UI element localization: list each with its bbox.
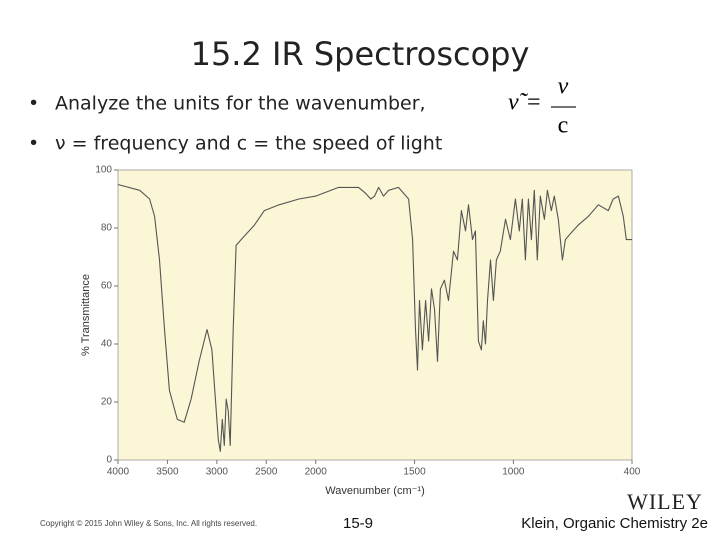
- formula-denominator: c: [558, 113, 569, 139]
- y-tick-label: 60: [101, 281, 113, 292]
- x-tick-label: 4000: [107, 467, 130, 478]
- bullet: ν = frequency and c = the speed of light: [55, 133, 442, 155]
- bullet-icon: •: [28, 93, 39, 115]
- x-tick-label: 2500: [255, 467, 278, 478]
- formula-lhs: ν̃: [508, 90, 529, 116]
- book-credit: Klein, Organic Chemistry 2e: [521, 515, 708, 532]
- plot-background: [117, 169, 633, 461]
- copyright: Copyright © 2015 John Wiley & Sons, Inc.…: [40, 519, 257, 528]
- formula-numerator: ν: [558, 74, 569, 100]
- x-tick-label: 3000: [206, 467, 229, 478]
- x-tick-label: 2000: [305, 467, 328, 478]
- y-tick-label: 80: [101, 223, 113, 234]
- formula-eq: =: [527, 90, 541, 116]
- x-tick-label: 3500: [156, 467, 179, 478]
- y-tick-label: 40: [101, 339, 113, 350]
- chart: 0 20 40 60 80 100 4000 3500 3000 2500 2000 1500 1000…: [80, 165, 641, 497]
- spectrum-line: [117, 183, 632, 452]
- y-tick-label: 0: [106, 455, 112, 466]
- bullet: Analyze the units for the wavenumber,: [55, 93, 426, 115]
- slide-title: 15.2 IR Spectroscopy: [191, 35, 530, 73]
- x-tick-label: 400: [624, 467, 641, 478]
- bullet-icon: •: [28, 133, 39, 155]
- logo: WILEY: [627, 489, 703, 514]
- y-tick-label: 20: [101, 397, 113, 408]
- x-tick-label: 1000: [502, 467, 525, 478]
- x-tick-label: 1500: [403, 467, 426, 478]
- y-axis-label: % Transmittance: [80, 274, 92, 356]
- page-number: 15-9: [343, 515, 373, 532]
- y-tick-label: 100: [95, 165, 112, 176]
- x-axis-label: Wavenumber (cm⁻¹): [325, 485, 425, 497]
